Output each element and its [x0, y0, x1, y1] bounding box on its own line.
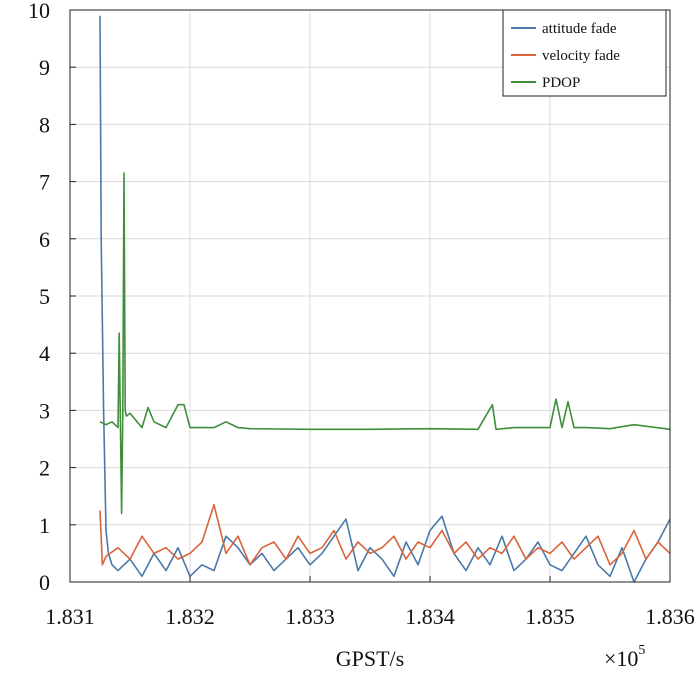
y-tick-label: 1 — [39, 513, 50, 538]
x-tick-label: 1.833 — [285, 604, 335, 629]
legend-label: velocity fade — [542, 48, 620, 64]
y-tick-label: 0 — [39, 570, 50, 595]
y-tick-label: 2 — [39, 456, 50, 481]
y-tick-labels: 0 1 2 3 4 5 6 7 8 9 10 — [28, 0, 76, 595]
y-tick-label: 3 — [39, 398, 50, 423]
y-tick-label: 6 — [39, 227, 50, 252]
x-tick-label: 1.831 — [45, 604, 95, 629]
y-tick-label: 10 — [28, 0, 50, 23]
x-tick-labels: 1.831 1.832 1.833 1.834 1.835 1.836 — [45, 576, 695, 629]
x-multiplier-label: ×105 — [604, 643, 645, 671]
x-tick-label: 1.832 — [165, 604, 215, 629]
y-tick-label: 9 — [39, 55, 50, 80]
x-multiplier-base: ×10 — [604, 646, 638, 671]
series-line-velocity-fade — [99, 503, 671, 566]
legend-label: PDOP — [542, 75, 580, 91]
y-tick-label: 7 — [39, 170, 50, 195]
series-line-attitude-fade — [99, 15, 671, 583]
legend: attitude fade velocity fade PDOP — [502, 9, 667, 97]
x-multiplier-exponent: 5 — [638, 643, 645, 658]
y-tick-label: 4 — [39, 341, 50, 366]
y-tick-label: 8 — [39, 112, 50, 137]
series-group — [99, 15, 671, 583]
x-tick-label: 1.834 — [405, 604, 455, 629]
x-tick-label: 1.836 — [645, 604, 695, 629]
y-tick-label: 5 — [39, 284, 50, 309]
x-axis-label: GPST/s — [336, 646, 404, 671]
x-tick-label: 1.835 — [525, 604, 575, 629]
legend-label: attitude fade — [542, 21, 617, 37]
series-line-pdop — [99, 172, 671, 515]
